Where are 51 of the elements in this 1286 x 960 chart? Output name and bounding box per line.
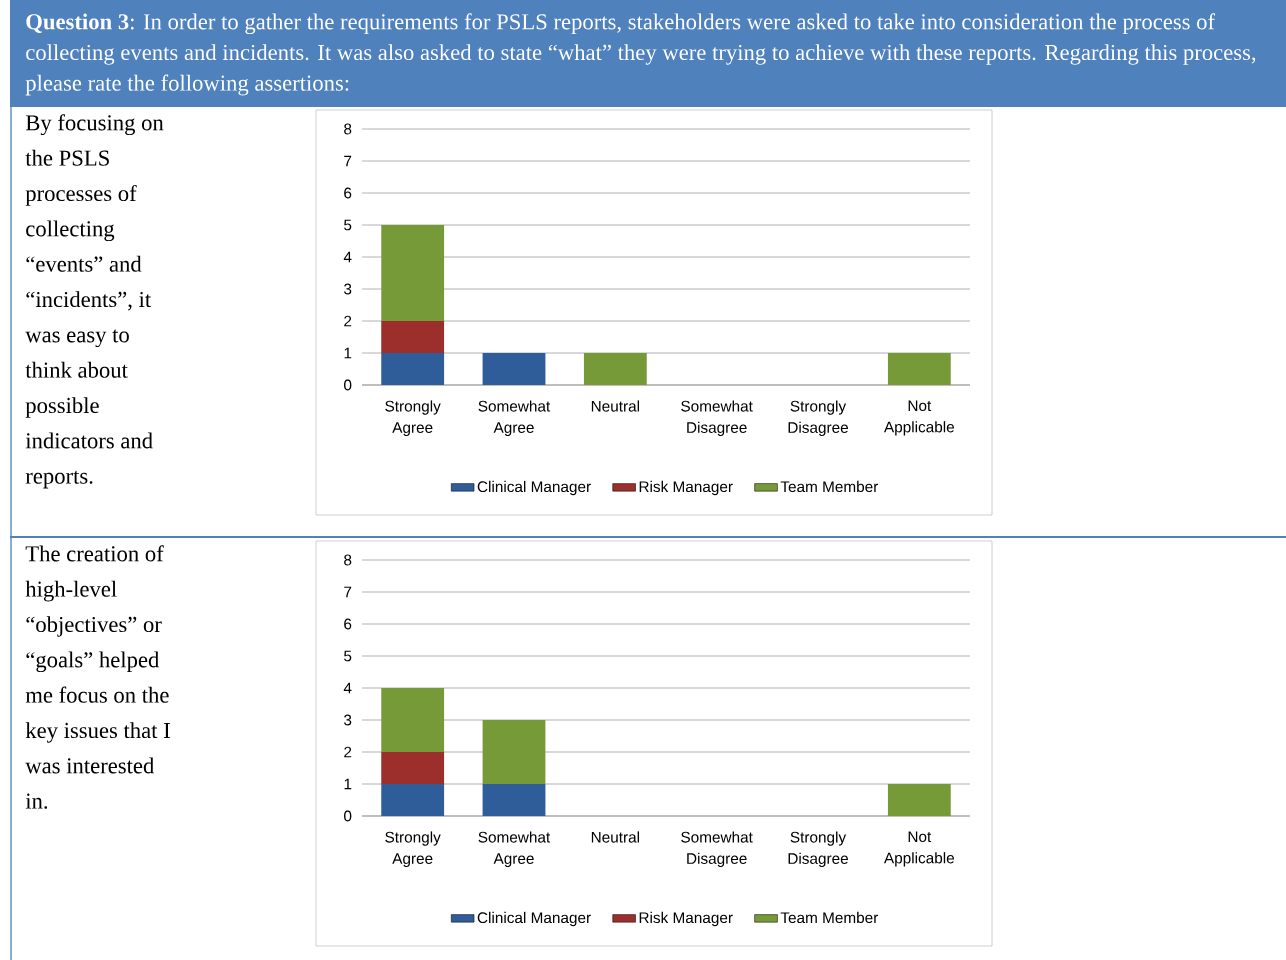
y-tick-label: 0	[344, 379, 352, 391]
x-tick-label: Not Applicable	[883, 831, 955, 867]
y-tick-label: 3	[344, 714, 352, 726]
x-tick-label: Strongly Agree	[385, 831, 441, 867]
bar	[381, 752, 445, 784]
x-tick-label: Somewhat Disagree	[681, 831, 753, 867]
x-tick-label: Somewhat Agree	[478, 831, 551, 867]
y-tick-label: 5	[344, 650, 352, 662]
legend-label: Risk Manager	[639, 480, 733, 496]
x-tick-label: Neutral	[591, 831, 640, 843]
bar	[482, 353, 546, 385]
y-tick-label: 2	[344, 746, 352, 758]
x-tick-label: Somewhat Disagree	[681, 400, 753, 436]
bar	[887, 353, 951, 385]
bar	[381, 353, 445, 385]
bar	[583, 353, 647, 385]
y-tick-label: 0	[344, 810, 352, 822]
bar	[381, 688, 445, 752]
bar	[482, 784, 546, 816]
y-tick-label: 6	[344, 618, 352, 630]
y-tick-label: 1	[344, 778, 352, 790]
y-tick-label: 1	[344, 347, 352, 359]
legend-label: Risk Manager	[639, 911, 733, 927]
legend-label: Clinical Manager	[477, 480, 591, 496]
y-tick-label: 4	[343, 251, 352, 263]
y-tick-label: 5	[344, 219, 352, 231]
x-tick-label: Not Applicable	[883, 400, 955, 436]
bar	[381, 225, 445, 321]
x-tick-label: Strongly Agree	[385, 400, 441, 436]
y-tick-label: 2	[344, 315, 352, 327]
y-tick-label: 7	[344, 586, 352, 598]
x-tick-label: Neutral	[591, 400, 640, 412]
bar	[381, 784, 445, 816]
legend-label: Team Member	[780, 480, 879, 493]
legend-label: Team Member	[780, 911, 879, 924]
text: By focusing on the PSLS processes of collecting “events” and “incidents”, it was easy to think about possible indicators and reports.	[25, 114, 164, 489]
x-tick-label: Strongly Disagree	[788, 831, 848, 867]
bar	[482, 720, 546, 784]
y-tick-label: 4	[343, 682, 352, 694]
bar	[887, 784, 951, 816]
y-tick-label: 8	[344, 123, 352, 135]
y-tick-label: 6	[344, 187, 352, 199]
text: The creation of high-level “objectives” or “goals” helped me focus on the key issues that I was interested in.	[25, 545, 170, 809]
legend-label: Clinical Manager	[477, 911, 591, 927]
y-tick-label: 8	[344, 554, 352, 566]
y-tick-label: 3	[344, 283, 352, 295]
y-tick-label: 7	[344, 155, 352, 167]
x-tick-label: Strongly Disagree	[788, 400, 848, 436]
bar	[381, 321, 445, 353]
text: Question 3: In order to gather the requirements for PSLS reports, stakeholders were asked to take into consideration the process of collecting events and incidents. It was also asked to state “what” they were trying to achieve with these reports. Regarding this process, please rate the following assertions:	[25, 13, 1256, 96]
x-tick-label: Somewhat Agree	[478, 400, 551, 436]
